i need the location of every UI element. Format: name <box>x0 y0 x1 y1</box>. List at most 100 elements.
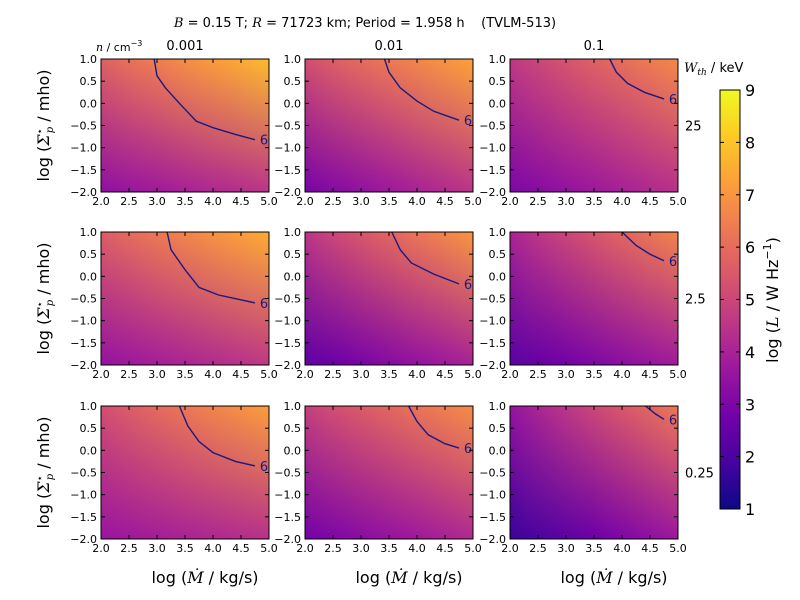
y-tick-label: 0.0 <box>80 444 98 457</box>
x-tick-label: 4.0 <box>408 195 426 208</box>
y-tick-label: −0.5 <box>479 467 506 480</box>
x-tick-label: 4.0 <box>204 195 222 208</box>
x-tick-label: 5.0 <box>260 368 278 381</box>
x-tick-label: 4.0 <box>408 368 426 381</box>
x-tick-label: 2.0 <box>501 542 519 555</box>
x-tick-label: 4.5 <box>436 195 454 208</box>
colorbar-tick-label: 5 <box>745 291 755 310</box>
y-axis-label-post: / mho) <box>34 416 53 473</box>
x-tick-label: 4.0 <box>613 542 631 555</box>
contour-line <box>645 405 665 420</box>
y-tick-label: 0.0 <box>80 270 98 283</box>
y-tick-label: −1.0 <box>479 315 506 328</box>
y-tick-label: −0.5 <box>274 467 301 480</box>
y-tick-label: −2.0 <box>70 359 97 372</box>
heatmap-panel: 6 2.0 2.5 3.0 3.5 4.0 4.5 5.0 1.0 0.5 0.0 −0.5 −1.0 −… <box>479 226 686 381</box>
colorbar-tick-label: 8 <box>745 133 755 152</box>
title-r-symbol: R <box>251 16 262 31</box>
x-tick-label: 2.5 <box>529 542 547 555</box>
x-tick-label: 2.0 <box>296 195 314 208</box>
x-axis-label-symbol: Ṁ <box>595 567 613 587</box>
x-tick-label: 4.5 <box>232 368 250 381</box>
contour-line <box>391 231 460 285</box>
x-tick-label: 2.5 <box>324 542 342 555</box>
x-tick-label: 3.0 <box>148 368 166 381</box>
x-tick-label: 3.0 <box>148 195 166 208</box>
y-tick-label: −0.5 <box>70 467 97 480</box>
y-tick-label: −1.5 <box>274 511 301 524</box>
y-tick-label: −1.5 <box>274 164 301 177</box>
heatmap-panel: 6 2.0 2.5 3.0 3.5 4.0 4.5 5.0 1.0 0.5 0.0 −0.5 −1.0 −… <box>479 400 686 555</box>
colorbar: 9 8 7 6 5 4 3 2 1 log (L / W Hz−1) <box>719 81 782 519</box>
heatmap-fill-top <box>101 59 269 192</box>
x-tick-label: 2.0 <box>92 368 110 381</box>
y-tick-label: −1.0 <box>274 315 301 328</box>
y-tick-label: 1.0 <box>489 226 507 239</box>
heatmap-fill-top <box>101 232 269 365</box>
y-tick-label: 0.0 <box>489 444 507 457</box>
y-axis-label-post: / mho) <box>34 69 53 126</box>
x-tick-label: 5.0 <box>260 195 278 208</box>
heatmap-panel: 6 2.0 2.5 3.0 3.5 4.0 4.5 5.0 1.0 0.5 0.0 −0.5 −1.0 −… <box>70 226 277 381</box>
colorbar-tick-label: 6 <box>745 238 755 257</box>
heatmap-panel: 6 2.0 2.5 3.0 3.5 4.0 4.5 5.0 1.0 0.5 0.0 −0.5 −1.0 −… <box>479 53 686 208</box>
x-tick-label: 4.5 <box>641 368 659 381</box>
heatmap-fill-top <box>510 406 678 539</box>
x-tick-label: 4.0 <box>408 542 426 555</box>
x-axis-label-symbol: Ṁ <box>186 567 204 587</box>
x-tick-label: 3.5 <box>380 195 398 208</box>
x-tick-label: 3.5 <box>176 195 194 208</box>
heatmap-fill-top <box>510 59 678 192</box>
x-tick-label: 2.0 <box>501 368 519 381</box>
y-tick-label: 0.5 <box>489 248 507 261</box>
contour-label: 6 <box>669 413 677 428</box>
x-tick-label: 5.0 <box>669 368 687 381</box>
x-tick-label: 2.0 <box>296 368 314 381</box>
contour-line <box>609 58 665 100</box>
row-header-symbol: W <box>684 61 699 76</box>
y-tick-label: −1.0 <box>274 142 301 155</box>
column-label: 0.001 <box>166 39 203 54</box>
y-tick-label: −0.5 <box>70 120 97 133</box>
column-header-unit: / cm <box>103 41 130 54</box>
y-axis-label-sup: ⋆ <box>35 301 46 307</box>
y-axis-label: log (Σ⋆p / mho) <box>34 69 56 181</box>
x-tick-label: 4.5 <box>436 368 454 381</box>
y-tick-label: 0.0 <box>489 270 507 283</box>
x-tick-label: 2.5 <box>324 368 342 381</box>
title-b-symbol: B <box>173 16 184 31</box>
y-axis-label-symbol: Σ <box>34 481 53 494</box>
contour-line <box>621 231 665 262</box>
x-tick-label: 3.0 <box>557 368 575 381</box>
y-tick-label: 1.0 <box>284 53 302 66</box>
y-tick-label: −2.0 <box>70 533 97 546</box>
x-tick-label: 3.5 <box>380 542 398 555</box>
title-r-text: = 71723 km; Period = 1.958 h (TVLM-513) <box>262 16 556 31</box>
x-tick-label: 3.5 <box>585 195 603 208</box>
y-tick-label: 0.5 <box>284 248 302 261</box>
x-tick-label: 5.0 <box>464 368 482 381</box>
row-header-label: Wth / keV <box>684 61 744 78</box>
y-tick-label: 1.0 <box>80 400 98 413</box>
x-tick-label: 2.5 <box>529 368 547 381</box>
heatmap-panel: 6 2.0 2.5 3.0 3.5 4.0 4.5 5.0 1.0 0.5 0.0 −0.5 −1.0 −… <box>274 400 481 555</box>
y-tick-label: −1.0 <box>70 315 97 328</box>
contour-line <box>407 405 460 449</box>
x-tick-label: 2.0 <box>92 542 110 555</box>
colorbar-label-unit: / W Hz <box>763 260 782 317</box>
column-header-label: n / cm−3 <box>96 39 142 54</box>
x-tick-label: 3.5 <box>585 368 603 381</box>
y-tick-label: 1.0 <box>489 400 507 413</box>
row-header-unit: / keV <box>707 61 744 76</box>
y-tick-label: −2.0 <box>479 186 506 199</box>
y-tick-label: 1.0 <box>489 53 507 66</box>
x-axis-label-post: / kg/s) <box>613 568 668 587</box>
y-tick-label: −1.0 <box>479 489 506 502</box>
y-axis-label-sub: p <box>45 299 56 306</box>
x-tick-label: 5.0 <box>669 542 687 555</box>
y-axis-label-sup: ⋆ <box>35 128 46 134</box>
colorbar-tick-label: 9 <box>745 81 755 100</box>
y-tick-label: 0.0 <box>284 444 302 457</box>
y-tick-label: 0.5 <box>489 75 507 88</box>
heatmap-panel: 6 2.0 2.5 3.0 3.5 4.0 4.5 5.0 1.0 0.5 0.0 −0.5 −1.0 −… <box>274 53 481 208</box>
